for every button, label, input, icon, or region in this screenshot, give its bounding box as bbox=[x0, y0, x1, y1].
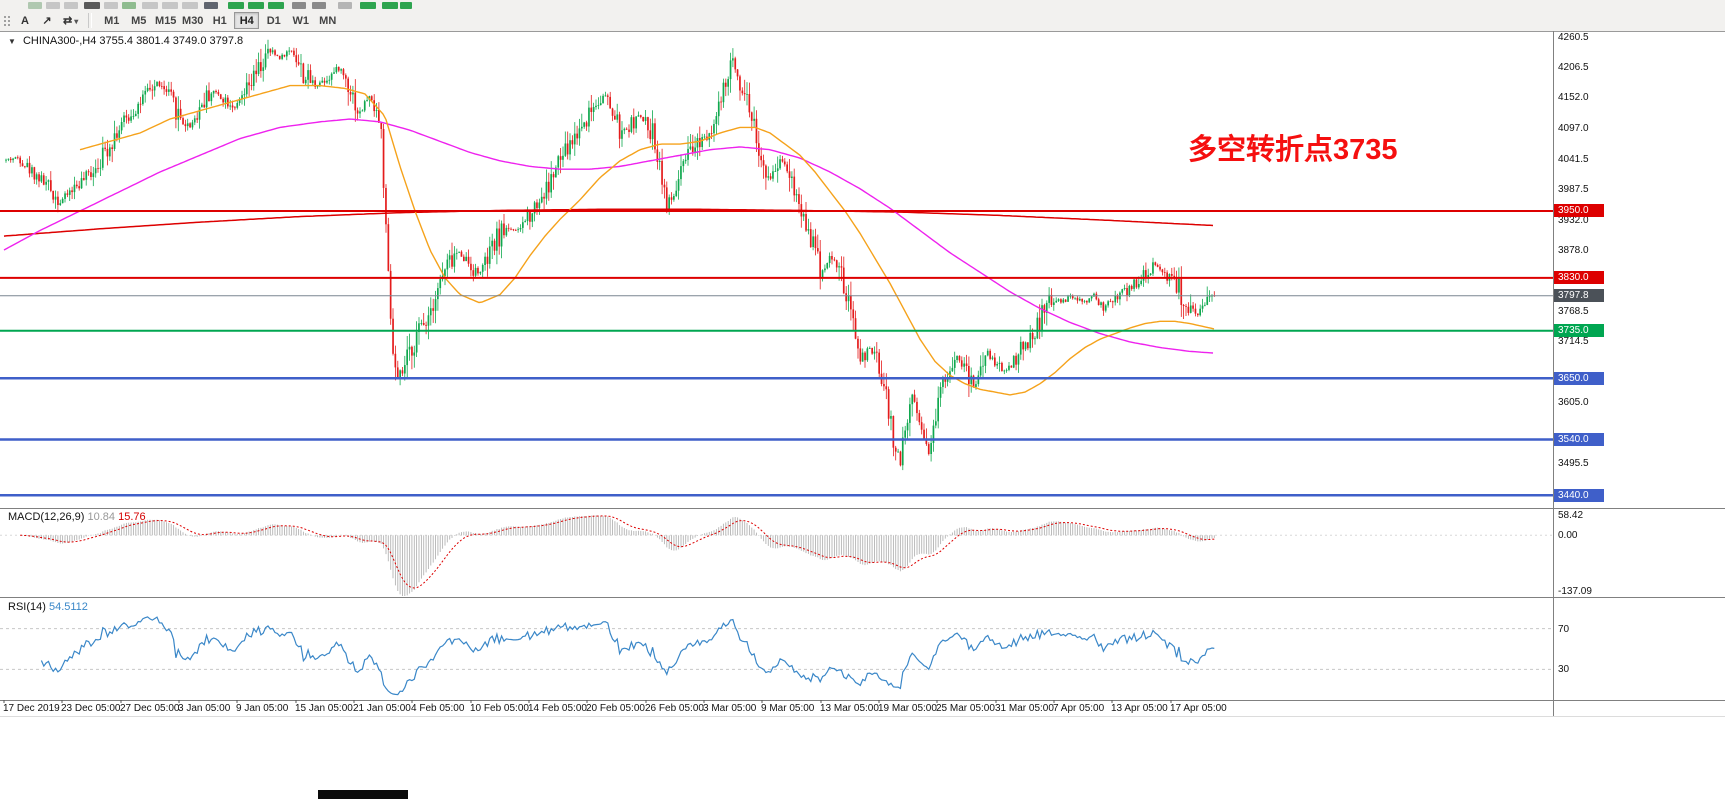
date-axis-label: 9 Jan 05:00 bbox=[236, 703, 289, 714]
price-axis-label: 3987.5 bbox=[1558, 184, 1589, 196]
date-axis-label: 3 Jan 05:00 bbox=[178, 703, 231, 714]
toolbar-icon-fragment[interactable] bbox=[84, 2, 100, 9]
symbol-timeframe-label: CHINA300-,H4 bbox=[22, 35, 97, 47]
toolbar-top-cropped bbox=[0, 0, 1725, 10]
toolbar-icon-fragment[interactable] bbox=[64, 2, 78, 9]
toolbar-icon-fragment[interactable] bbox=[268, 2, 284, 9]
toolbar-icon-fragment[interactable] bbox=[182, 2, 198, 9]
toolbar-icon-fragment[interactable] bbox=[122, 2, 136, 9]
date-axis-label: 15 Jan 05:00 bbox=[295, 703, 353, 714]
price-axis-label: 3714.5 bbox=[1558, 336, 1589, 348]
date-axis-label: 9 Mar 05:00 bbox=[761, 703, 815, 714]
date-axis-label: 23 Dec 05:00 bbox=[61, 703, 121, 714]
rsi-indicator-label: RSI(14) 54.5112 bbox=[8, 601, 88, 613]
arrow-tool-button[interactable]: ↗ bbox=[37, 12, 57, 29]
chart-title: ▼ CHINA300-,H4 3755.4 3801.4 3749.0 3797… bbox=[8, 35, 243, 47]
macd-name: MACD(12,26,9) bbox=[8, 511, 85, 523]
toolbar-icon-fragment[interactable] bbox=[382, 2, 398, 9]
caret-down-icon: ▾ bbox=[74, 17, 79, 26]
toolbar-icon-fragment[interactable] bbox=[228, 2, 244, 9]
date-axis-label: 13 Mar 05:00 bbox=[820, 703, 879, 714]
price-level-badge-3735.0[interactable]: 3735.0 bbox=[1554, 324, 1604, 338]
price-axis-label: 3495.5 bbox=[1558, 458, 1589, 470]
tab-timeframe-m1[interactable]: M1 bbox=[99, 12, 124, 29]
date-axis-label: 19 Mar 05:00 bbox=[878, 703, 937, 714]
price-axis-label: 3878.0 bbox=[1558, 245, 1589, 257]
macd-axis-label: 0.00 bbox=[1558, 530, 1578, 542]
price-axis-label: 4206.5 bbox=[1558, 62, 1589, 74]
date-axis-label: 21 Jan 05:00 bbox=[353, 703, 411, 714]
collapse-triangle-icon[interactable]: ▼ bbox=[8, 37, 16, 46]
ohlc-values: 3755.4 3801.4 3749.0 3797.8 bbox=[99, 35, 244, 47]
rsi-name: RSI(14) bbox=[8, 601, 46, 613]
rsi-axis-label: 70 bbox=[1558, 623, 1570, 635]
macd-indicator-label: MACD(12,26,9) 10.84 15.76 bbox=[8, 511, 146, 523]
toolbar-icon-fragment[interactable] bbox=[292, 2, 306, 9]
tab-timeframe-h1[interactable]: H1 bbox=[207, 12, 232, 29]
tab-timeframe-m15[interactable]: M15 bbox=[153, 12, 178, 29]
rsi-value: 54.5112 bbox=[48, 601, 88, 613]
date-axis-label: 17 Dec 2019 bbox=[3, 703, 60, 714]
text-label-tool-button[interactable]: A bbox=[15, 12, 35, 29]
price-level-badge-3797.8[interactable]: 3797.8 bbox=[1554, 289, 1604, 303]
toolbar-icon-fragment[interactable] bbox=[28, 2, 42, 9]
price-axis-label: 4097.0 bbox=[1558, 123, 1589, 135]
toolbar-icon-fragment[interactable] bbox=[400, 2, 412, 9]
toolbar-icon-fragment[interactable] bbox=[338, 2, 352, 9]
toolbar-icon-fragment[interactable] bbox=[312, 2, 326, 9]
taskbar-fragment bbox=[318, 790, 408, 799]
macd-axis-label: -137.09 bbox=[1558, 586, 1592, 597]
macd-main-value: 10.84 bbox=[87, 511, 116, 523]
date-axis-label: 3 Mar 05:00 bbox=[703, 703, 757, 714]
toolbar-icon-fragment[interactable] bbox=[142, 2, 158, 9]
arrows-dropdown-button[interactable]: ⇄ ▾ bbox=[59, 12, 82, 29]
price-axis-label: 3932.0 bbox=[1558, 215, 1589, 227]
price-level-badge-3540.0[interactable]: 3540.0 bbox=[1554, 432, 1604, 446]
price-level-badge-3830.0[interactable]: 3830.0 bbox=[1554, 271, 1604, 285]
tab-timeframe-h4[interactable]: H4 bbox=[234, 12, 260, 29]
price-axis-label: 3605.0 bbox=[1558, 397, 1589, 409]
price-axis-label: 4260.5 bbox=[1558, 31, 1589, 43]
drawing-and-timeframe-toolbar: A ↗ ⇄ ▾ M1 M5 M15 M30 H1 H4 D1 W1 MN bbox=[0, 10, 1725, 31]
date-axis-label: 20 Feb 05:00 bbox=[586, 703, 645, 714]
macd-axis-label: 58.42 bbox=[1558, 510, 1584, 521]
rsi-axis-label: 30 bbox=[1558, 664, 1570, 676]
chart-annotation-text[interactable]: 多空转折点3735 bbox=[1188, 134, 1398, 166]
timeframe-button-group: M1 M5 M15 M30 H1 H4 D1 W1 MN bbox=[98, 12, 341, 29]
price-axis-label: 3768.5 bbox=[1558, 306, 1589, 318]
toolbar-icon-fragment[interactable] bbox=[104, 2, 118, 9]
arrows-icon: ⇄ bbox=[63, 15, 73, 27]
date-axis-label: 25 Mar 05:00 bbox=[936, 703, 995, 714]
price-axis-label: 4041.5 bbox=[1558, 154, 1589, 165]
tab-timeframe-m5[interactable]: M5 bbox=[126, 12, 151, 29]
price-level-badge-3440.0[interactable]: 3440.0 bbox=[1554, 488, 1604, 502]
macd-signal-value: 15.76 bbox=[118, 511, 146, 523]
price-level-badge-3950.0[interactable]: 3950.0 bbox=[1554, 204, 1604, 218]
date-axis-label: 7 Apr 05:00 bbox=[1053, 703, 1105, 714]
tab-timeframe-m30[interactable]: M30 bbox=[180, 12, 205, 29]
price-level-badge-3650.0[interactable]: 3650.0 bbox=[1554, 371, 1604, 385]
toolbar-icon-fragment[interactable] bbox=[360, 2, 376, 9]
date-axis-label: 14 Feb 05:00 bbox=[528, 703, 587, 714]
date-axis-label: 27 Dec 05:00 bbox=[120, 703, 180, 714]
toolbar-icon-fragment[interactable] bbox=[248, 2, 264, 9]
toolbar-icon-fragment[interactable] bbox=[46, 2, 60, 9]
date-axis-label: 17 Apr 05:00 bbox=[1170, 703, 1227, 714]
date-axis-label: 4 Feb 05:00 bbox=[411, 703, 465, 714]
tab-timeframe-w1[interactable]: W1 bbox=[288, 12, 313, 29]
toolbar-icon-fragment[interactable] bbox=[162, 2, 178, 9]
date-axis-label: 13 Apr 05:00 bbox=[1111, 703, 1168, 714]
date-axis-label: 31 Mar 05:00 bbox=[995, 703, 1054, 714]
date-axis-label: 26 Feb 05:00 bbox=[645, 703, 704, 714]
price-axis-label: 4152.0 bbox=[1558, 92, 1589, 104]
toolbar-drag-handle-icon[interactable] bbox=[2, 13, 11, 28]
toolbar-icon-fragment[interactable] bbox=[204, 2, 218, 9]
date-axis-label: 10 Feb 05:00 bbox=[470, 703, 529, 714]
tab-timeframe-mn[interactable]: MN bbox=[315, 12, 340, 29]
toolbar-separator bbox=[88, 13, 93, 28]
tab-timeframe-d1[interactable]: D1 bbox=[261, 12, 286, 29]
